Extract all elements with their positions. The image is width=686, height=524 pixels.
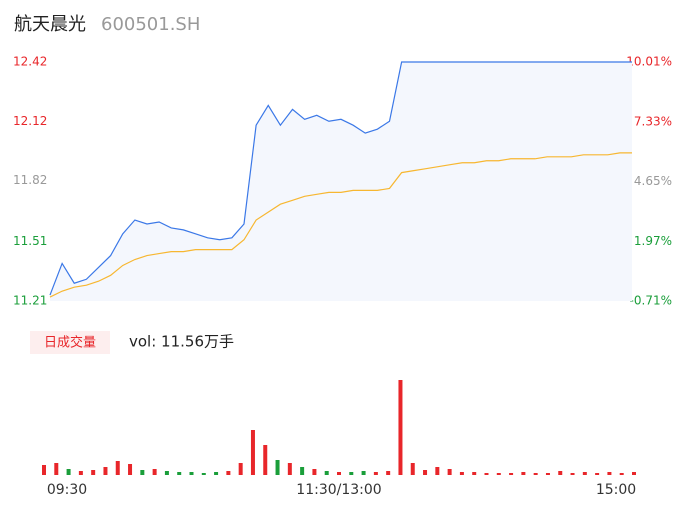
volume-bar (312, 469, 317, 475)
y2-tick-label: 10.01% (626, 55, 672, 69)
volume-bar (533, 473, 538, 475)
y-tick-label: 11.51 (13, 234, 47, 248)
volume-bar (78, 471, 83, 475)
volume-bar (459, 472, 464, 475)
y2-tick-label: -0.71% (630, 294, 672, 308)
volume-bar (349, 472, 354, 475)
volume-bar (226, 471, 231, 475)
volume-bar (300, 467, 305, 475)
volume-bar (324, 471, 329, 475)
volume-bar (128, 464, 133, 475)
volume-bar (361, 471, 366, 475)
volume-bar (607, 472, 612, 475)
volume-bar (287, 463, 292, 475)
volume-bar (140, 470, 145, 475)
volume-annotation: vol: 11.56万手 (129, 333, 234, 351)
volume-bar (423, 470, 428, 475)
volume-bar (398, 380, 403, 475)
volume-bar (201, 473, 206, 475)
volume-bar (521, 472, 526, 475)
chart-subtitle: 600501.SH (101, 14, 200, 35)
volume-bar (410, 463, 415, 475)
volume-bar (447, 469, 452, 475)
price-area (50, 62, 632, 301)
volume-bar (619, 473, 624, 475)
y-tick-label: 12.42 (13, 55, 47, 69)
x-tick-label: 15:00 (596, 482, 636, 498)
average-line (49, 152, 632, 298)
x-tick-label: 11:30/13:00 (296, 482, 381, 498)
volume-bar (177, 472, 182, 475)
volume-bar (373, 472, 378, 475)
y2-tick-label: 4.65% (634, 174, 672, 188)
volume-bar (214, 472, 219, 475)
volume-bar (115, 461, 120, 475)
volume-bar (472, 472, 477, 475)
volume-bar (558, 471, 563, 475)
volume-bar (152, 469, 157, 475)
volume-bar (250, 430, 255, 475)
volume-bar (263, 445, 268, 475)
volume-bar (570, 473, 575, 475)
y2-tick-label: 1.97% (634, 234, 672, 248)
volume-bar (582, 472, 587, 475)
volume-bar (435, 467, 440, 475)
volume-bar (103, 467, 108, 475)
legend-box (30, 331, 110, 354)
volume-bar (595, 473, 600, 475)
volume-bar (238, 463, 243, 475)
volume-bar (54, 463, 59, 475)
volume-bar (275, 460, 280, 475)
volume-bar (164, 471, 169, 475)
volume-bar (632, 472, 636, 475)
y-tick-label: 12.12 (13, 114, 47, 128)
volume-bar (386, 471, 391, 475)
volume-bar (42, 465, 46, 475)
volume-bar (496, 473, 501, 475)
x-tick-label: 09:30 (47, 482, 87, 498)
volume-bar (484, 473, 489, 475)
price-line (49, 61, 632, 296)
volume-bar (545, 473, 550, 475)
y-tick-label: 11.82 (13, 173, 47, 187)
volume-bar (337, 472, 341, 475)
volume-bar (91, 470, 96, 475)
y-tick-label: 11.21 (13, 294, 47, 308)
legend-label: 日成交量 (44, 335, 96, 351)
volume-bar (509, 473, 514, 475)
volume-bar (189, 472, 194, 475)
y2-tick-label: 7.33% (634, 114, 672, 128)
volume-bar (66, 469, 71, 475)
chart-title: 航天晨光 (14, 14, 86, 35)
